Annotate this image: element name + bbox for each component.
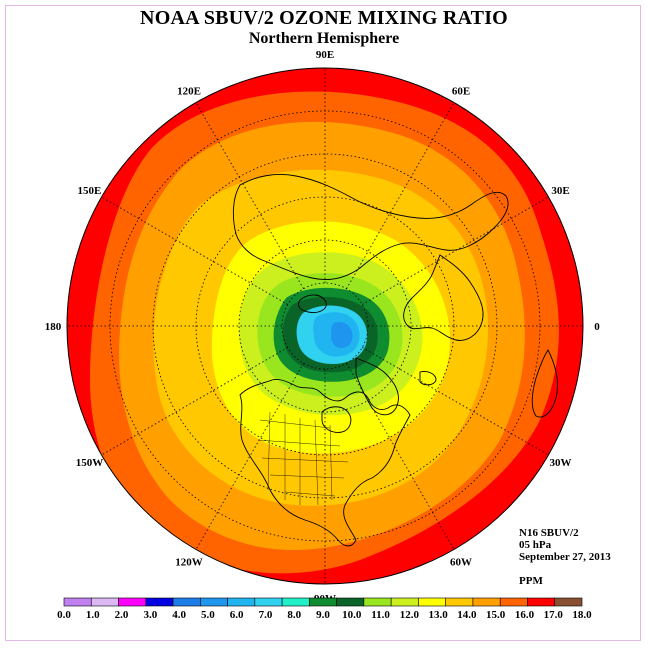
latitude-circle-70n	[238, 239, 412, 413]
colorbar-box	[172, 597, 201, 607]
colorbar-box	[363, 597, 392, 607]
units-label: PPM	[519, 575, 543, 587]
colorbar-boxes	[63, 597, 583, 607]
pressure-level-label: 05 hPa	[519, 539, 552, 551]
colorbar-tick-label: 8.0	[287, 609, 301, 621]
longitude-label: 180	[45, 321, 62, 333]
field-blue	[331, 322, 353, 349]
latitude-circle-60n	[195, 196, 455, 456]
colorbar-box	[527, 597, 556, 607]
colorbar-tick-label: 11.0	[371, 609, 390, 621]
longitude-label: 120E	[177, 85, 201, 97]
colorbar-tick-label: 17.0	[544, 609, 564, 621]
colorbar-box	[418, 597, 446, 607]
colorbar-tick-label: 18.0	[572, 609, 592, 621]
colorbar-box	[118, 597, 147, 607]
colorbar-box	[445, 597, 474, 607]
colorbar-tick-label: 10.0	[342, 609, 362, 621]
colorbar-tick-label: 15.0	[486, 609, 506, 621]
colorbar-tick-label: 9.0	[316, 609, 330, 621]
map-boundary	[66, 67, 584, 585]
colorbar-tick-label: 1.0	[86, 609, 100, 621]
colorbar-ticks: 0.0 1.0 2.0 3.0 4.0 5.0 6.0 7.0 8.0 9.0 10.0 11.0 12…	[57, 609, 592, 621]
longitude-label: 0	[594, 321, 600, 333]
colorbar-tick-label: 16.0	[515, 609, 535, 621]
colorbar-tick-label: 13.0	[428, 609, 448, 621]
coastline-africa-edge	[531, 349, 559, 418]
colorbar-tick-label: 14.0	[457, 609, 477, 621]
longitude-label: 60E	[452, 85, 470, 97]
colorbar-tick-label: 6.0	[230, 609, 244, 621]
colorbar-box	[309, 597, 337, 607]
longitude-label: 30W	[550, 457, 572, 469]
colorbar-box	[499, 597, 528, 607]
colorbar-box	[63, 597, 92, 607]
coastline-arctic-islands	[297, 294, 327, 313]
colorbar-tick-label: 0.0	[57, 609, 71, 621]
longitude-label: 150W	[76, 457, 104, 469]
colorbar-tick-label: 12.0	[400, 609, 420, 621]
colorbar-tick-label: 5.0	[201, 609, 215, 621]
colorbar-box	[281, 597, 310, 607]
longitude-label: 90E	[316, 49, 334, 61]
colorbar-box	[227, 597, 256, 607]
figure-title: NOAA SBUV/2 OZONE MIXING RATIO	[140, 7, 508, 29]
graticule	[67, 68, 583, 584]
colorbar-tick-label: 3.0	[143, 609, 157, 621]
satellite-label: N16 SBUV/2	[519, 527, 579, 539]
coastline-iceland	[419, 371, 437, 386]
date-label: September 27, 2013	[519, 551, 611, 563]
coastline-north-america	[239, 379, 411, 547]
colorbar-box	[472, 597, 501, 607]
colorbar-box	[390, 597, 419, 607]
figure-subtitle: Northern Hemisphere	[248, 30, 400, 47]
longitude-label: 150E	[78, 185, 102, 197]
colorbar-box	[554, 597, 583, 607]
colorbar-box	[336, 597, 365, 607]
figure-frame	[5, 5, 641, 641]
us-state-lines	[257, 411, 349, 506]
coastline-europe	[403, 254, 484, 341]
colorbar-tick-label: 7.0	[259, 609, 273, 621]
colorbar-tick-label: 2.0	[115, 609, 129, 621]
coastline-hudson-bay	[321, 406, 352, 433]
colorbar-tick-label: 4.0	[172, 609, 186, 621]
colorbar-box	[200, 597, 228, 607]
longitude-label: 120W	[175, 557, 203, 569]
longitude-label: 60W	[450, 557, 472, 569]
colorbar-box	[145, 597, 174, 607]
longitude-label: 30E	[551, 185, 569, 197]
colorbar-box	[254, 597, 283, 607]
colorbar-box	[90, 597, 119, 607]
